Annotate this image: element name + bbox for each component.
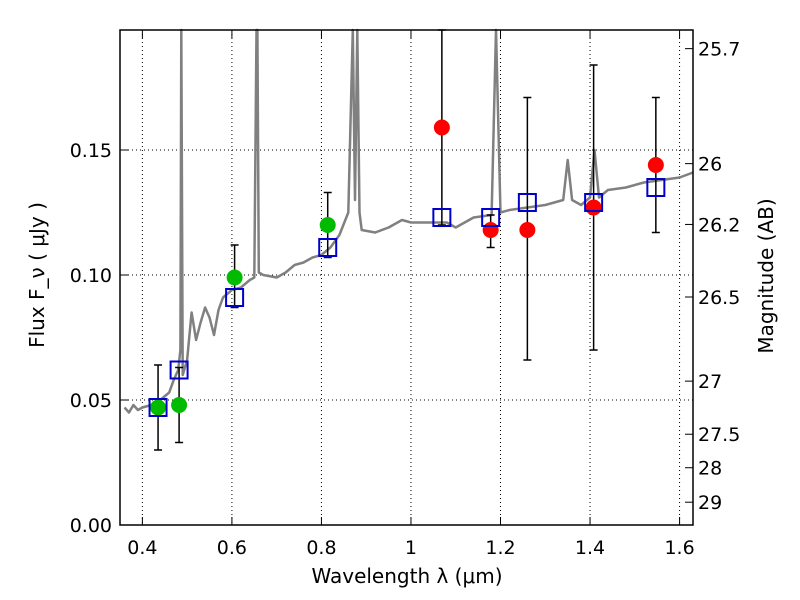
y2-tick-label: 26	[698, 154, 722, 176]
data-point	[482, 222, 499, 238]
x-axis-label: Wavelength λ (μm)	[311, 564, 502, 588]
model-point	[481, 208, 501, 227]
data-points	[148, 119, 666, 417]
plot-frame	[119, 29, 694, 526]
data-point	[519, 222, 536, 238]
y2-tick-label: 26.2	[698, 214, 740, 236]
model-point	[517, 193, 537, 212]
x-tick-label: 1.6	[664, 537, 694, 559]
model-point	[584, 193, 604, 212]
model-point	[169, 360, 189, 380]
axis-ticks: 0.4 0.6 0.8 1 1.2 1.4 1.6 0.00 0.05 0.10 0.15 25.7 2…	[70, 30, 740, 559]
model-point	[148, 398, 168, 417]
data-point	[319, 217, 336, 233]
grid-lines	[120, 30, 693, 525]
y2-axis-label: Magnitude (AB)	[754, 198, 778, 353]
y-tick-label: 0.05	[70, 390, 112, 412]
model-point	[432, 208, 452, 227]
data-point	[226, 269, 243, 286]
spectrum-line	[123, 28, 694, 414]
data-point	[433, 119, 450, 136]
y-axis-label: Flux F_ν ( μJy )	[25, 202, 49, 348]
data-point	[585, 199, 602, 216]
y2-tick-label: 27.5	[698, 424, 740, 446]
y2-tick-label: 29	[698, 492, 722, 514]
y2-tick-label: 27	[698, 371, 722, 393]
model-point	[225, 288, 245, 307]
model-point	[646, 178, 666, 197]
x-tick-label: 1.2	[485, 537, 515, 559]
model-spectrum	[123, 28, 694, 414]
data-point	[647, 157, 664, 173]
x-tick-label: 1	[405, 537, 417, 559]
x-tick-label: 0.4	[127, 537, 157, 559]
axis-labels: Wavelength λ (μm) Flux F_ν ( μJy ) Magni…	[25, 198, 778, 588]
x-tick-label: 0.8	[306, 537, 336, 559]
y-tick-label: 0.10	[70, 265, 112, 287]
y2-tick-label: 25.7	[698, 39, 740, 61]
data-point	[171, 397, 188, 413]
y-tick-label: 0.15	[70, 140, 112, 162]
x-tick-label: 1.4	[575, 537, 605, 559]
y2-tick-label: 28	[698, 458, 722, 480]
error-bars	[154, 29, 660, 451]
model-point	[318, 238, 338, 257]
y-tick-label: 0.00	[70, 515, 112, 537]
y2-tick-label: 26.5	[698, 287, 740, 309]
plot-border	[119, 29, 694, 526]
data-point	[150, 399, 167, 416]
x-tick-label: 0.6	[217, 537, 247, 559]
